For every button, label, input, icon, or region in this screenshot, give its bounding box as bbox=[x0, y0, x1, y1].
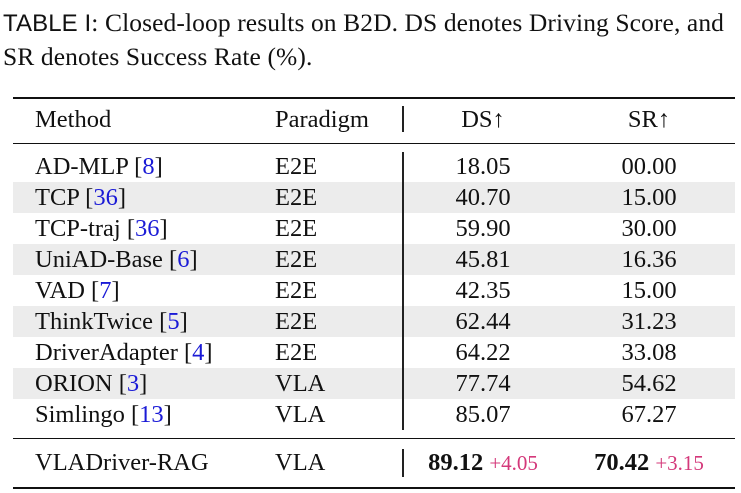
sr-cell: 30.00 bbox=[621, 215, 677, 242]
paradigm-cell: E2E bbox=[275, 153, 318, 180]
header-column-separator bbox=[402, 106, 404, 132]
method-name: TCP bbox=[35, 184, 80, 211]
table-row: ThinkTwice [5] E2E 62.44 31.23 bbox=[13, 306, 735, 337]
ds-cell: 45.81 bbox=[455, 246, 511, 273]
method-name: ThinkTwice bbox=[35, 308, 154, 335]
method-name: DriverAdapter bbox=[35, 339, 178, 366]
citation-link[interactable]: 36 bbox=[93, 184, 118, 211]
method-cell: TCP [36] bbox=[35, 184, 126, 211]
table-row: ORION [3] VLA 77.74 54.62 bbox=[13, 368, 735, 399]
header-paradigm: Paradigm bbox=[275, 106, 369, 133]
sr-cell: 33.08 bbox=[621, 339, 677, 366]
method-cell: UniAD-Base [6] bbox=[35, 246, 198, 273]
ours-ds: 89.12 bbox=[428, 449, 484, 476]
bottom-rule bbox=[13, 487, 735, 489]
table-row: VAD [7] E2E 42.35 15.00 bbox=[13, 275, 735, 306]
header-rule bbox=[13, 143, 735, 144]
citation-link[interactable]: 36 bbox=[135, 215, 160, 242]
table-row: UniAD-Base [6] E2E 45.81 16.36 bbox=[13, 244, 735, 275]
citation-link[interactable]: 3 bbox=[126, 370, 140, 397]
method-name: VAD bbox=[35, 277, 85, 304]
caption-text: : Closed-loop results on B2D. DS denotes… bbox=[3, 8, 725, 71]
ds-cell: 77.74 bbox=[455, 370, 511, 397]
ds-cell: 64.22 bbox=[455, 339, 511, 366]
method-cell: VAD [7] bbox=[35, 277, 120, 304]
ds-cell: 85.07 bbox=[455, 401, 511, 428]
ds-cell: 42.35 bbox=[455, 277, 511, 304]
method-name: TCP-traj bbox=[35, 215, 121, 242]
body-column-separator bbox=[402, 152, 404, 430]
sr-cell: 54.62 bbox=[621, 370, 677, 397]
header-row: Method Paradigm DS↑ SR↑ bbox=[13, 98, 735, 142]
method-name: ORION bbox=[35, 370, 113, 397]
citation-link[interactable]: 4 bbox=[192, 339, 205, 366]
sr-cell: 15.00 bbox=[621, 277, 677, 304]
paradigm-cell: E2E bbox=[275, 339, 318, 366]
paradigm-cell: E2E bbox=[275, 246, 318, 273]
paradigm-cell: VLA bbox=[275, 401, 326, 428]
method-name: Simlingo bbox=[35, 401, 125, 428]
ours-method: VLADriver-RAG bbox=[35, 449, 209, 476]
sr-cell: 00.00 bbox=[621, 153, 677, 180]
ds-cell: 59.90 bbox=[455, 215, 511, 242]
paradigm-cell: E2E bbox=[275, 184, 318, 211]
paradigm-cell: E2E bbox=[275, 308, 318, 335]
method-name: UniAD-Base bbox=[35, 246, 163, 273]
table-row: TCP-traj [36] E2E 59.90 30.00 bbox=[13, 213, 735, 244]
ours-sr-cell: 70.42 +3.15 bbox=[563, 440, 735, 486]
table-caption: TABLE I: Closed-loop results on B2D. DS … bbox=[3, 6, 739, 73]
table-row: AD-MLP [8] E2E 18.05 00.00 bbox=[13, 151, 735, 182]
paradigm-cell: E2E bbox=[275, 277, 318, 304]
header-method: Method bbox=[35, 106, 112, 133]
table-row: TCP [36] E2E 40.70 15.00 bbox=[13, 182, 735, 213]
ours-row: VLADriver-RAG VLA 89.12 +4.05 70.42 +3.1… bbox=[13, 440, 735, 486]
ours-column-separator bbox=[402, 449, 404, 477]
table-row: Simlingo [13] VLA 85.07 67.27 bbox=[13, 399, 735, 430]
sr-cell: 16.36 bbox=[621, 246, 677, 273]
method-cell: ThinkTwice [5] bbox=[35, 308, 188, 335]
method-cell: AD-MLP [8] bbox=[35, 153, 163, 180]
sr-cell: 31.23 bbox=[621, 308, 677, 335]
citation-link[interactable]: 6 bbox=[177, 246, 190, 273]
sr-cell: 67.27 bbox=[621, 401, 677, 428]
paradigm-cell: E2E bbox=[275, 215, 318, 242]
method-cell: Simlingo [13] bbox=[35, 401, 172, 428]
ds-cell: 40.70 bbox=[455, 184, 511, 211]
table-label: TABLE I bbox=[3, 10, 92, 37]
ours-sr-delta: +3.15 bbox=[655, 451, 704, 475]
ds-cell: 62.44 bbox=[455, 308, 511, 335]
citation-link[interactable]: 5 bbox=[167, 308, 180, 335]
sr-cell: 15.00 bbox=[621, 184, 677, 211]
citation-link[interactable]: 8 bbox=[142, 153, 155, 180]
ds-cell: 18.05 bbox=[455, 153, 511, 180]
paradigm-cell: VLA bbox=[275, 370, 326, 397]
header-sr: SR↑ bbox=[627, 106, 671, 133]
citation-link[interactable]: 7 bbox=[99, 277, 112, 304]
method-cell: TCP-traj [36] bbox=[35, 215, 168, 242]
ours-ds-cell: 89.12 +4.05 bbox=[403, 440, 563, 486]
method-cell: ORION [3] bbox=[35, 370, 148, 397]
header-ds: DS↑ bbox=[461, 106, 505, 133]
ours-paradigm: VLA bbox=[275, 449, 326, 476]
ours-ds-delta: +4.05 bbox=[489, 451, 538, 475]
ours-rule bbox=[13, 438, 735, 439]
ours-sr: 70.42 bbox=[594, 449, 650, 476]
top-rule bbox=[13, 97, 735, 99]
method-cell: DriverAdapter [4] bbox=[35, 339, 213, 366]
table-row: DriverAdapter [4] E2E 64.22 33.08 bbox=[13, 337, 735, 368]
method-name: AD-MLP bbox=[35, 153, 129, 180]
citation-link[interactable]: 13 bbox=[139, 401, 164, 428]
